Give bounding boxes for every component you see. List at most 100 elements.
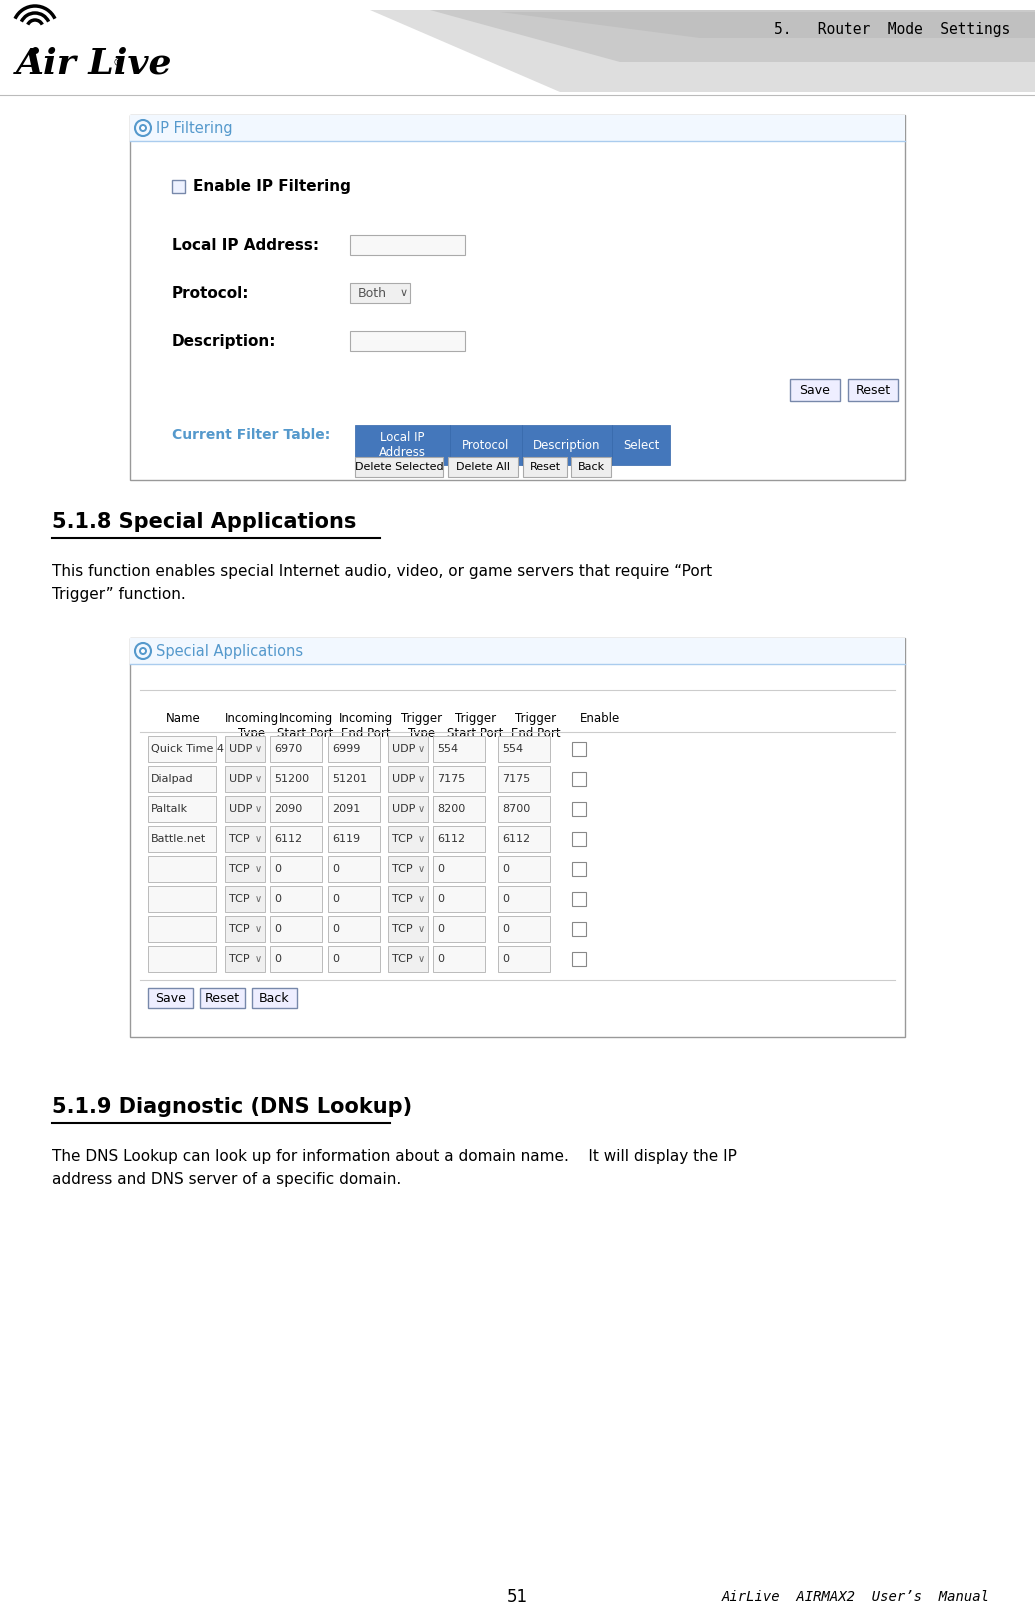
Polygon shape — [430, 10, 1035, 61]
Bar — [270, 736, 322, 762]
Text: 6112: 6112 — [502, 833, 530, 845]
Circle shape — [139, 125, 147, 133]
Text: Back: Back — [259, 992, 290, 1005]
Text: 5.1.8 Special Applications: 5.1.8 Special Applications — [52, 511, 356, 532]
Text: TCP: TCP — [392, 924, 413, 934]
Bar — [225, 887, 265, 913]
Bar — [388, 887, 428, 913]
Bar — [498, 916, 550, 942]
Text: Reset: Reset — [530, 463, 561, 472]
Text: Protocol: Protocol — [463, 438, 509, 451]
Text: Save: Save — [155, 992, 186, 1005]
Bar — [225, 947, 265, 972]
Bar — [523, 456, 567, 477]
Text: TCP: TCP — [229, 955, 249, 964]
Text: ∨: ∨ — [418, 895, 425, 904]
Text: Incoming
End Port: Incoming End Port — [338, 712, 392, 739]
Text: 0: 0 — [437, 924, 444, 934]
Bar — [270, 827, 322, 853]
Text: Local IP Address:: Local IP Address: — [172, 238, 319, 252]
Text: 6112: 6112 — [274, 833, 302, 845]
Text: 6119: 6119 — [332, 833, 360, 845]
Text: 0: 0 — [437, 955, 444, 964]
Text: The DNS Lookup can look up for information about a domain name.    It will displ: The DNS Lookup can look up for informati… — [52, 1149, 737, 1163]
Text: 51201: 51201 — [332, 773, 367, 785]
Text: Current Filter Table:: Current Filter Table: — [172, 429, 330, 442]
Polygon shape — [369, 10, 1035, 92]
Bar — [130, 115, 905, 481]
Bar — [433, 947, 485, 972]
Text: TCP: TCP — [229, 895, 249, 904]
Bar — [572, 803, 586, 815]
Text: Save: Save — [800, 383, 830, 396]
Text: Enable IP Filtering: Enable IP Filtering — [193, 180, 351, 194]
Bar — [148, 947, 216, 972]
Bar — [350, 332, 465, 351]
Text: 0: 0 — [502, 864, 509, 874]
Text: Trigger” function.: Trigger” function. — [52, 587, 185, 602]
Text: UDP: UDP — [229, 773, 253, 785]
Bar — [433, 887, 485, 913]
Bar — [355, 456, 443, 477]
Text: AirLive  AIRMAX2  User’s  Manual: AirLive AIRMAX2 User’s Manual — [722, 1590, 990, 1603]
Text: Paltalk: Paltalk — [151, 804, 188, 814]
Bar — [848, 379, 898, 401]
Circle shape — [139, 647, 147, 655]
Text: address and DNS server of a specific domain.: address and DNS server of a specific dom… — [52, 1171, 402, 1188]
Text: Enable: Enable — [580, 712, 620, 725]
Text: ∨: ∨ — [255, 833, 262, 845]
Text: ∨: ∨ — [418, 804, 425, 814]
Text: Protocol:: Protocol: — [172, 285, 249, 301]
Bar — [498, 947, 550, 972]
Bar — [252, 989, 297, 1008]
Bar — [130, 115, 905, 141]
Bar — [433, 765, 485, 791]
Text: UDP: UDP — [229, 744, 253, 754]
Bar — [498, 796, 550, 822]
Text: ∨: ∨ — [255, 895, 262, 904]
Bar — [270, 947, 322, 972]
Bar — [572, 772, 586, 786]
Text: UDP: UDP — [229, 804, 253, 814]
Text: 51: 51 — [506, 1587, 528, 1607]
Text: 51200: 51200 — [274, 773, 309, 785]
Bar — [571, 456, 611, 477]
Bar — [448, 456, 518, 477]
Text: Delete All: Delete All — [456, 463, 510, 472]
Bar — [148, 856, 216, 882]
Text: 7175: 7175 — [502, 773, 530, 785]
Text: Reset: Reset — [856, 383, 890, 396]
Bar — [450, 426, 522, 464]
Bar — [225, 765, 265, 791]
Text: Select: Select — [623, 438, 659, 451]
Bar — [433, 856, 485, 882]
Text: 0: 0 — [502, 924, 509, 934]
Text: Back: Back — [578, 463, 604, 472]
Text: 8200: 8200 — [437, 804, 466, 814]
Bar — [270, 765, 322, 791]
Text: Special Applications: Special Applications — [156, 644, 303, 659]
Text: ®: ® — [112, 58, 123, 68]
Text: 0: 0 — [332, 924, 339, 934]
Bar — [388, 916, 428, 942]
Bar — [572, 922, 586, 935]
Text: Trigger
Start Port: Trigger Start Port — [447, 712, 504, 739]
Bar — [790, 379, 840, 401]
Bar — [572, 743, 586, 756]
Text: ∨: ∨ — [255, 773, 262, 785]
Text: Name: Name — [166, 712, 201, 725]
Text: ∨: ∨ — [255, 744, 262, 754]
Text: TCP: TCP — [392, 955, 413, 964]
Text: Battle.net: Battle.net — [151, 833, 206, 845]
Bar — [388, 856, 428, 882]
Bar — [148, 765, 216, 791]
Text: 8700: 8700 — [502, 804, 530, 814]
Circle shape — [141, 126, 145, 129]
Bar — [388, 827, 428, 853]
Text: Air Live: Air Live — [16, 45, 173, 79]
Text: ∨: ∨ — [255, 864, 262, 874]
Bar — [433, 736, 485, 762]
Text: 5.   Router  Mode  Settings: 5. Router Mode Settings — [774, 23, 1010, 37]
Text: 6999: 6999 — [332, 744, 360, 754]
Bar — [328, 947, 380, 972]
